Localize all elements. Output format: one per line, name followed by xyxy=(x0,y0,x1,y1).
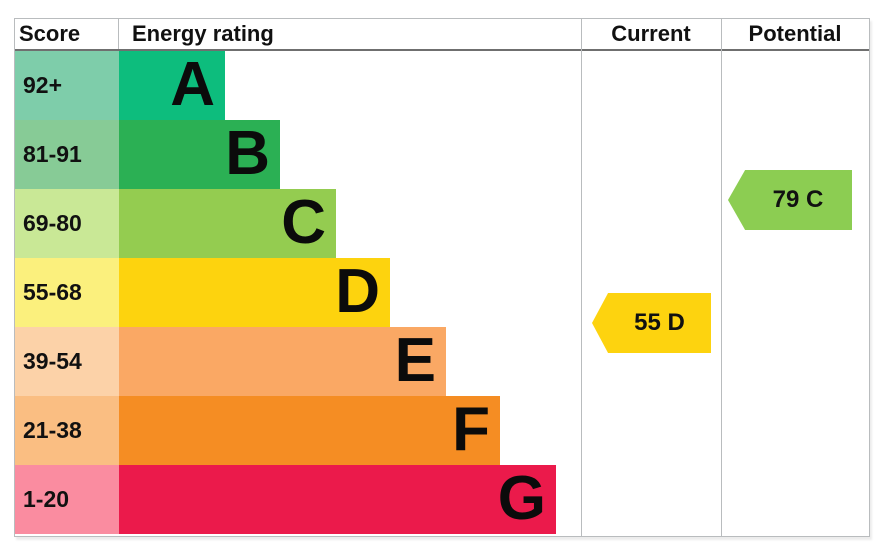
potential-column-divider xyxy=(721,19,722,536)
band-letter: C xyxy=(281,188,326,257)
epc-table: Score Energy rating Current Potential 92… xyxy=(14,18,870,537)
score-cell: 55-68 xyxy=(15,258,119,327)
band-letter: G xyxy=(497,464,546,533)
band-row-a: 92+ A xyxy=(15,51,869,120)
header-row: Score Energy rating Current Potential xyxy=(15,19,869,51)
header-score: Score xyxy=(15,19,119,49)
score-cell: 69-80 xyxy=(15,189,119,258)
current-column-divider xyxy=(581,19,582,536)
band-letter: B xyxy=(225,119,270,188)
band-row-e: 39-54 E xyxy=(15,327,869,396)
band-bar: E xyxy=(119,327,446,396)
score-cell: 81-91 xyxy=(15,120,119,189)
header-current: Current xyxy=(611,21,691,46)
potential-rating-label: 79 C xyxy=(772,186,824,213)
band-bar: G xyxy=(119,465,556,534)
band-row-f: 21-38 F xyxy=(15,396,869,465)
header-energy-rating: Energy rating xyxy=(132,21,274,46)
score-cell: 1-20 xyxy=(15,465,119,534)
score-cell: 92+ xyxy=(15,51,119,120)
band-letter: F xyxy=(452,395,490,464)
band-rows: 92+ A 81-91 B 69-80 C 55-68 D 39-54 E 21… xyxy=(15,51,869,534)
potential-rating-arrow: 79 C xyxy=(728,170,852,230)
band-bar: B xyxy=(119,120,280,189)
band-row-c: 69-80 C xyxy=(15,189,869,258)
band-bar: A xyxy=(119,51,225,120)
band-bar: D xyxy=(119,258,390,327)
band-row-b: 81-91 B xyxy=(15,120,869,189)
score-cell: 21-38 xyxy=(15,396,119,465)
band-letter: A xyxy=(170,50,215,119)
header-potential: Potential xyxy=(748,21,842,46)
band-bar: C xyxy=(119,189,336,258)
band-letter: E xyxy=(394,326,436,395)
score-cell: 39-54 xyxy=(15,327,119,396)
band-row-g: 1-20 G xyxy=(15,465,869,534)
current-rating-arrow: 55 D xyxy=(592,293,711,353)
band-bar: F xyxy=(119,396,500,465)
band-row-d: 55-68 D xyxy=(15,258,869,327)
band-letter: D xyxy=(335,257,380,326)
current-rating-label: 55 D xyxy=(634,309,685,336)
